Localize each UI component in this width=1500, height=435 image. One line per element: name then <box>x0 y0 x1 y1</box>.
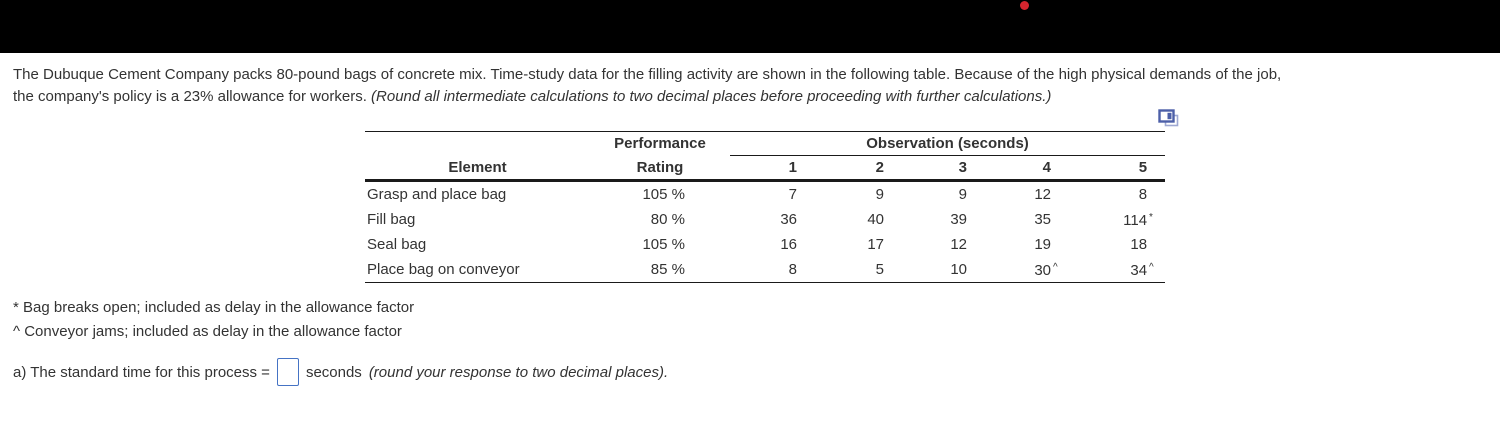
header-obs-3: 3 <box>885 155 968 182</box>
table-row: Place bag on conveyor 85 % 8 5 10 30 ^ 34… <box>365 256 1165 283</box>
element-cell: Grasp and place bag <box>367 185 507 203</box>
table-row: Fill bag 80 % 36 40 39 35 114 * <box>365 206 1165 232</box>
header-performance: Performance <box>614 135 706 153</box>
obs-cell: 36 <box>780 210 797 228</box>
question-line-2: the company's policy is a 23% allowance … <box>13 88 372 105</box>
obs-cell: 12 <box>1034 185 1051 203</box>
obs-cell: 35 <box>1034 210 1051 228</box>
time-study-table-wrap: Performance Observation (seconds) Elemen… <box>365 131 1166 283</box>
obs-cell: 5 <box>875 260 884 278</box>
obs-cell: 19 <box>1034 235 1051 253</box>
obs-cell: 34 ^ <box>1130 262 1154 279</box>
obs-cell: 7 <box>788 185 797 203</box>
answer-prefix-label: a) The standard time for this process = <box>13 363 270 381</box>
table-row: Grasp and place bag 105 % 7 9 9 12 8 <box>365 181 1165 207</box>
question-line-1: The Dubuque Cement Company packs 80-poun… <box>13 66 1282 83</box>
table-header-row-1: Performance Observation (seconds) <box>365 131 1166 156</box>
obs-cell: 9 <box>875 185 884 203</box>
obs-cell: 30 ^ <box>1034 262 1058 279</box>
obs-cell: 40 <box>867 210 884 228</box>
header-obs-2: 2 <box>800 155 885 182</box>
answer-line: a) The standard time for this process = … <box>13 355 668 389</box>
header-element: Element <box>365 155 590 182</box>
header-blank-cell <box>365 132 590 156</box>
obs-cell: 8 <box>788 260 797 278</box>
time-study-table: Performance Observation (seconds) Elemen… <box>365 131 1166 283</box>
obs-cell: 114 * <box>1123 212 1153 229</box>
answer-input[interactable] <box>276 358 299 386</box>
element-cell: Fill bag <box>367 210 416 228</box>
footnotes: * Bag breaks open; included as delay in … <box>13 296 414 344</box>
footnote-conveyor-jams: ^ Conveyor jams; included as delay in th… <box>13 323 402 340</box>
footnote-bag-breaks: * Bag breaks open; included as delay in … <box>13 299 415 316</box>
obs-cell: 16 <box>780 235 797 253</box>
obs-cell: 39 <box>950 210 967 228</box>
rating-cell: 105 % <box>642 185 685 203</box>
record-dot-icon <box>1020 1 1029 10</box>
header-obs-1: 1 <box>730 155 800 182</box>
rating-cell: 80 % <box>650 210 685 228</box>
obs-cell: 18 <box>1130 235 1148 253</box>
answer-units-label: seconds <box>305 363 362 381</box>
question-rounding-note: (Round all intermediate calculations to … <box>371 88 1052 105</box>
question-text: The Dubuque Cement Company packs 80-poun… <box>13 64 1488 108</box>
obs-cell: 10 <box>950 260 967 278</box>
rating-cell: 105 % <box>642 235 685 253</box>
open-popup-icon[interactable] <box>1157 108 1181 129</box>
header-rating: Rating <box>590 155 730 182</box>
obs-cell: 17 <box>867 235 884 253</box>
top-black-bar <box>0 0 1500 53</box>
obs-cell: 8 <box>1138 185 1148 203</box>
element-cell: Place bag on conveyor <box>367 260 520 278</box>
answer-rounding-note: (round your response to two decimal plac… <box>368 363 669 381</box>
obs-cell: 9 <box>958 185 967 203</box>
header-observation-span: Observation (seconds) <box>730 131 1166 156</box>
obs-cell: 12 <box>950 235 967 253</box>
header-obs-5: 5 <box>1052 155 1166 182</box>
rating-cell: 85 % <box>650 260 685 278</box>
table-header-row-2: Element Rating 1 2 3 4 5 <box>365 155 1166 182</box>
header-obs-4: 4 <box>968 155 1052 182</box>
table-row: Seal bag 105 % 16 17 12 19 18 <box>365 232 1165 256</box>
element-cell: Seal bag <box>367 235 427 253</box>
